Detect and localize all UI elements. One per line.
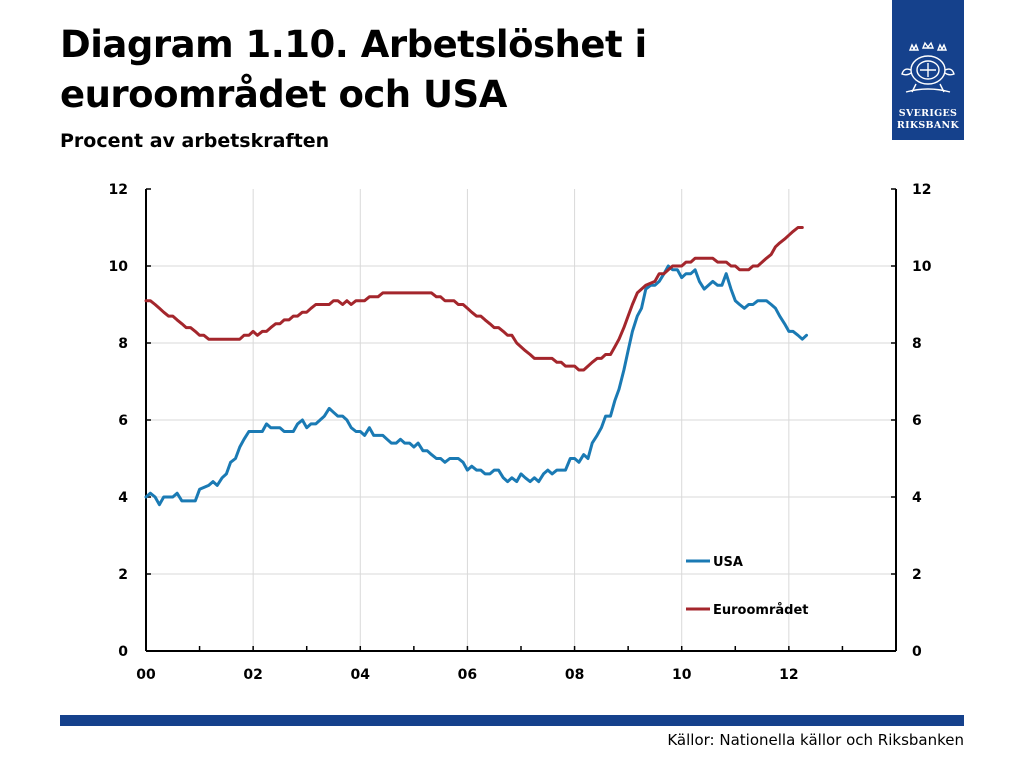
y-tick-label-left: 6: [118, 413, 128, 429]
y-tick-label-left: 8: [118, 336, 128, 352]
x-tick-label: 08: [565, 667, 584, 683]
legend-label: USA: [713, 555, 743, 570]
logo-text-line2: RIKSBANK: [896, 120, 960, 131]
crown-emblem-icon: [901, 41, 955, 93]
x-tick-label: 12: [779, 667, 798, 683]
x-tick-label: 06: [458, 667, 477, 683]
page-title: Diagram 1.10. Arbetslöshet i euroområdet…: [60, 23, 647, 116]
y-tick-label-right: 4: [912, 490, 922, 506]
y-tick-label-right: 12: [912, 182, 931, 198]
y-tick-label-right: 8: [912, 336, 922, 352]
x-tick-label: 02: [243, 667, 262, 683]
y-tick-label-right: 2: [912, 567, 922, 583]
series-line-usa: [144, 264, 808, 507]
y-tick-label-left: 12: [109, 182, 128, 198]
y-tick-label-left: 2: [118, 567, 128, 583]
page-subtitle: Procent av arbetskraften: [60, 130, 330, 152]
riksbank-logo: SVERIGES RIKSBANK: [892, 0, 964, 140]
source-note: Källor: Nationella källor och Riksbanken: [667, 731, 964, 749]
y-tick-label-left: 0: [118, 644, 128, 660]
y-tick-label-right: 6: [912, 413, 922, 429]
x-tick-label: 10: [672, 667, 692, 683]
series-line-euroomr-det: [144, 226, 804, 372]
bottom-bar: [60, 715, 964, 726]
y-tick-label-right: 0: [912, 644, 922, 660]
x-tick-label: 00: [136, 667, 156, 683]
y-tick-label-left: 10: [109, 259, 129, 275]
y-tick-label-left: 4: [118, 490, 128, 506]
grid: [146, 189, 896, 651]
y-tick-label-right: 10: [912, 259, 932, 275]
legend: USA Euroområdet: [686, 555, 808, 618]
x-tick-label: 04: [351, 667, 371, 683]
logo-text-line1: SVERIGES: [898, 108, 958, 119]
series-lines: [144, 226, 808, 507]
legend-label: Euroområdet: [713, 603, 808, 618]
